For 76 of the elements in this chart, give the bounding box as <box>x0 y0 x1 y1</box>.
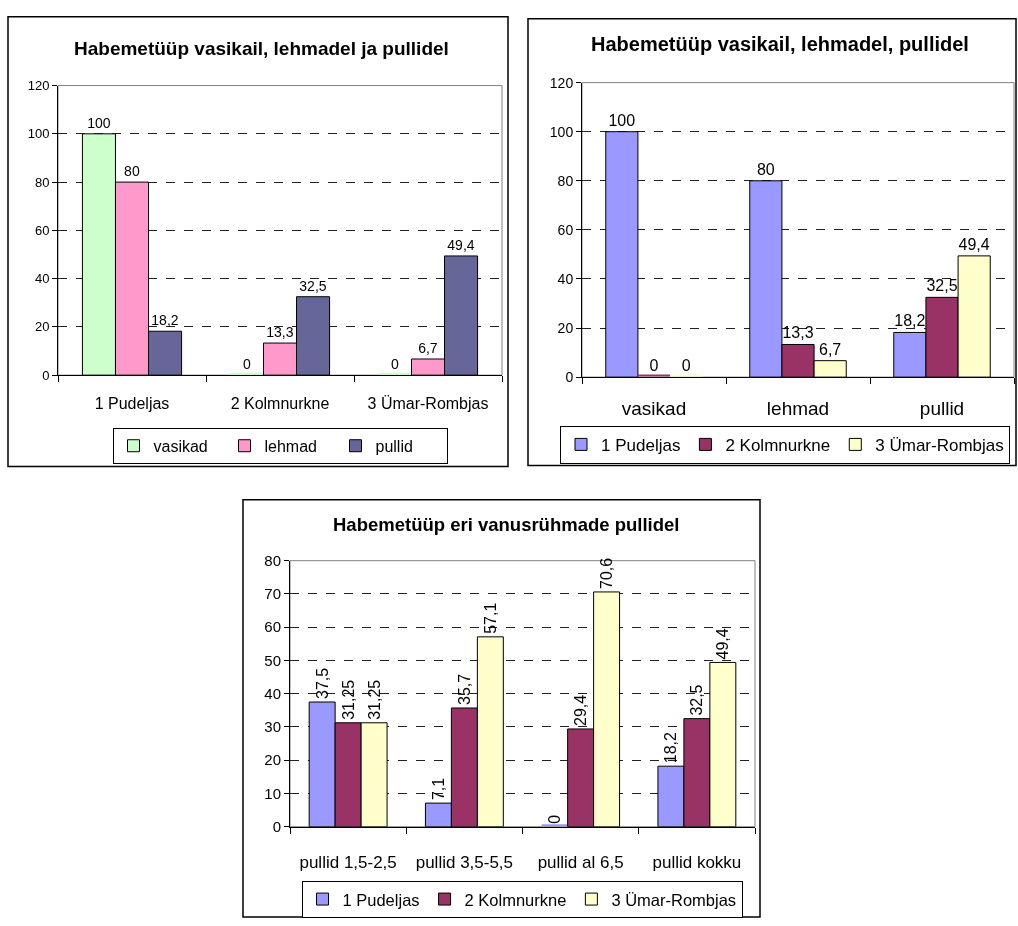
y-tick-label: 120 <box>27 78 50 94</box>
data-label: 18,2 <box>662 731 680 764</box>
x-tick-label: 3 Ümar-Rombjas <box>367 395 489 413</box>
data-label: 0 <box>681 357 691 375</box>
legend-label: pullid <box>375 437 413 455</box>
data-label: 31,25 <box>365 679 383 720</box>
data-label: 80 <box>124 163 140 180</box>
x-tick-label: pullid <box>919 397 965 419</box>
y-tick-label: 40 <box>557 270 574 287</box>
data-label: 13,3 <box>266 324 294 341</box>
y-tick-label: 0 <box>272 817 281 835</box>
y-tick-label: 60 <box>34 222 50 238</box>
data-label: 37,5 <box>313 667 331 700</box>
y-tick-label: 60 <box>264 618 281 636</box>
bar <box>637 374 671 377</box>
bar <box>541 824 568 827</box>
x-tick-label: 1 Pudeljas <box>94 395 170 413</box>
legend-label: 2 Kolmnurkne <box>464 890 567 909</box>
y-tick-label: 80 <box>34 174 50 190</box>
data-label: 0 <box>390 356 399 373</box>
legend-label: 1 Pudeljas <box>342 890 420 909</box>
x-tick-label: vasikad <box>621 397 687 419</box>
data-label: 7,1 <box>429 777 447 801</box>
legend-label: vasikad <box>153 437 208 455</box>
y-tick-label: 30 <box>264 718 281 736</box>
data-label: 0 <box>242 356 251 373</box>
y-tick-label: 60 <box>557 221 574 238</box>
x-tick-label: pullid al 6,5 <box>537 853 624 873</box>
y-tick-label: 0 <box>42 367 50 383</box>
data-label: 80 <box>756 160 775 178</box>
y-tick-label: 50 <box>264 651 281 669</box>
x-tick-label: 2 Kolmnurkne <box>230 395 330 413</box>
data-label: 6,7 <box>818 340 842 358</box>
data-label: 29,4 <box>572 694 590 726</box>
y-tick-label: 100 <box>549 123 574 140</box>
x-tick-label: pullid 3,5-5,5 <box>415 853 514 873</box>
x-tick-label: pullid kokku <box>652 853 742 873</box>
y-tick-label: 20 <box>264 751 281 769</box>
y-tick-label: 20 <box>557 319 574 336</box>
data-label: 0 <box>649 357 659 375</box>
data-label: 35,7 <box>455 673 473 705</box>
y-tick-label: 10 <box>264 784 281 802</box>
data-label: 100 <box>87 114 111 131</box>
data-label: 18,2 <box>894 312 926 330</box>
y-tick-label: 0 <box>565 369 574 386</box>
data-label: 57,1 <box>481 602 499 634</box>
data-label: 32,5 <box>299 277 327 294</box>
y-tick-label: 40 <box>34 271 50 287</box>
y-tick-label: 20 <box>34 319 50 335</box>
data-label: 32,5 <box>926 277 958 295</box>
y-tick-label: 120 <box>549 74 574 91</box>
data-label: 6,7 <box>418 339 438 356</box>
chart-title: Habemetüüp vasikail, lehmadel, pullidel <box>591 33 969 55</box>
data-label: 100 <box>608 111 636 129</box>
y-tick-label: 80 <box>264 551 281 569</box>
legend-label: 2 Kolmnurkne <box>725 436 831 456</box>
y-tick-label: 70 <box>264 585 281 603</box>
data-label: 70,6 <box>598 557 616 589</box>
x-tick-label: pullid 1,5-2,5 <box>299 853 397 873</box>
legend-label: 3 Ümar-Rombjas <box>611 890 737 909</box>
y-tick-label: 80 <box>557 172 574 189</box>
legend-label: 1 Pudeljas <box>601 436 681 456</box>
y-tick-label: 40 <box>264 684 281 702</box>
y-tick-label: 100 <box>27 126 50 142</box>
data-label: 31,25 <box>339 679 357 720</box>
legend-label: 3 Ümar-Rombjas <box>875 436 1004 456</box>
data-label: 32,5 <box>688 684 706 716</box>
chart-title: Habemetüüp vasikail, lehmadel ja pullidel <box>74 38 449 59</box>
chart-title: Habemetüüp eri vanusrühmade pullidel <box>333 514 680 535</box>
data-label: 49,4 <box>714 628 732 660</box>
data-label: 18,2 <box>151 312 179 329</box>
x-tick-label: lehmad <box>766 397 830 419</box>
legend-label: lehmad <box>264 437 317 455</box>
data-label: 49,4 <box>958 235 990 253</box>
data-label: 13,3 <box>782 324 814 342</box>
data-label: 49,4 <box>447 236 475 253</box>
